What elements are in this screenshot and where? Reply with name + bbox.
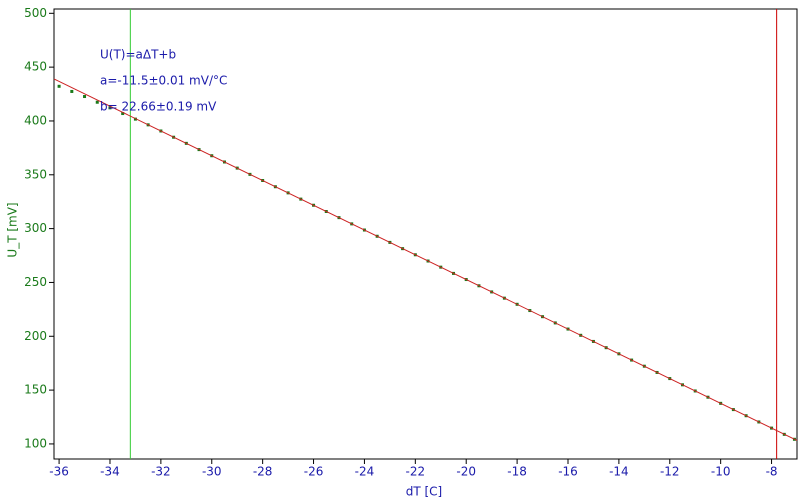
x-tick-label: -18 xyxy=(507,465,527,479)
annotation: U(T)=aΔT+b xyxy=(100,48,176,62)
annotation: a=-11.5±0.01 mV/°C xyxy=(100,74,227,88)
y-tick-label: 500 xyxy=(24,6,47,20)
annotation: b= 22.66±0.19 mV xyxy=(100,100,217,114)
y-tick-label: 350 xyxy=(24,167,47,181)
data-point xyxy=(57,84,61,88)
fit-line xyxy=(53,78,798,441)
x-tick-label: -12 xyxy=(660,465,680,479)
x-tick-label: -30 xyxy=(202,465,222,479)
x-tick-label: -20 xyxy=(456,465,476,479)
data-point xyxy=(108,106,112,110)
y-tick-label: 300 xyxy=(24,221,47,235)
x-tick-label: -36 xyxy=(49,465,69,479)
y-tick-label: 150 xyxy=(24,383,47,397)
x-tick-label: -16 xyxy=(558,465,578,479)
data-point xyxy=(121,112,125,116)
y-axis-label: U_T [mV] xyxy=(6,202,20,257)
x-tick-label: -32 xyxy=(151,465,171,479)
x-tick-label: -10 xyxy=(711,465,731,479)
data-point xyxy=(70,89,74,93)
y-tick-label: 250 xyxy=(24,275,47,289)
data-point xyxy=(83,95,87,99)
x-tick-label: -26 xyxy=(304,465,324,479)
y-tick-label: 200 xyxy=(24,329,47,343)
y-tick-label: 400 xyxy=(24,113,47,127)
data-point xyxy=(95,100,99,104)
x-axis-label: dT [C] xyxy=(406,485,443,499)
x-tick-label: -14 xyxy=(609,465,629,479)
x-tick-label: -8 xyxy=(766,465,778,479)
x-tick-label: -28 xyxy=(253,465,273,479)
x-tick-label: -24 xyxy=(355,465,375,479)
y-tick-label: 100 xyxy=(24,436,47,450)
y-tick-label: 450 xyxy=(24,60,47,74)
x-tick-label: -22 xyxy=(406,465,426,479)
x-tick-label: -34 xyxy=(100,465,120,479)
plot-frame xyxy=(53,8,798,460)
